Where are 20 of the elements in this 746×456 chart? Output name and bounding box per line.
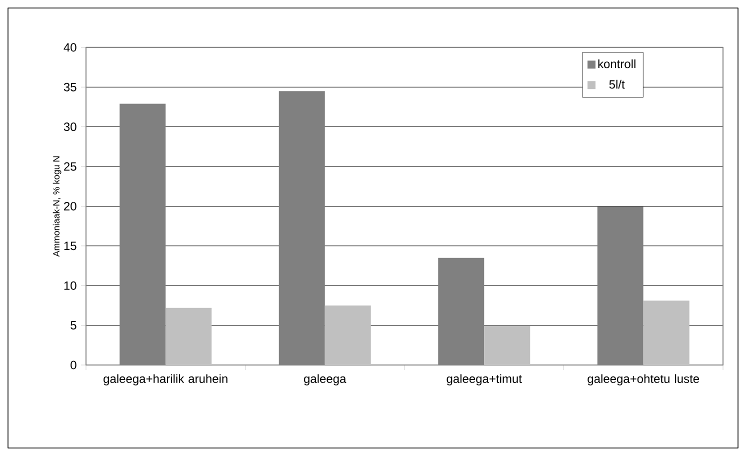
y-tick-label: 35 bbox=[64, 82, 76, 92]
bar bbox=[324, 305, 371, 365]
bar bbox=[166, 308, 212, 365]
bar bbox=[484, 326, 530, 365]
x-tick-label: galeega+timut bbox=[446, 374, 522, 386]
y-tick-label: 0 bbox=[70, 360, 76, 370]
y-tick-label: 15 bbox=[64, 242, 76, 250]
y-tick-label: 20 bbox=[64, 202, 76, 210]
x-tick-label: galeega+harilik aruhein bbox=[104, 374, 228, 386]
y-tick-label: 40 bbox=[64, 43, 76, 52]
y-tick-label: 5 bbox=[70, 321, 76, 330]
y-axis-title: Ammoniaak-N, % kogu N bbox=[52, 156, 62, 257]
legend-label: 5l/t bbox=[609, 80, 625, 89]
x-tick-label: galeega bbox=[304, 374, 346, 386]
y-tick-label: 10 bbox=[64, 281, 76, 290]
x-tick-label: galeega+ohtetu luste bbox=[588, 374, 700, 386]
y-tick-label: 25 bbox=[64, 162, 76, 171]
y-tick-label: 30 bbox=[64, 122, 76, 132]
bar bbox=[643, 300, 690, 365]
legend-label: kontroll bbox=[598, 59, 636, 68]
